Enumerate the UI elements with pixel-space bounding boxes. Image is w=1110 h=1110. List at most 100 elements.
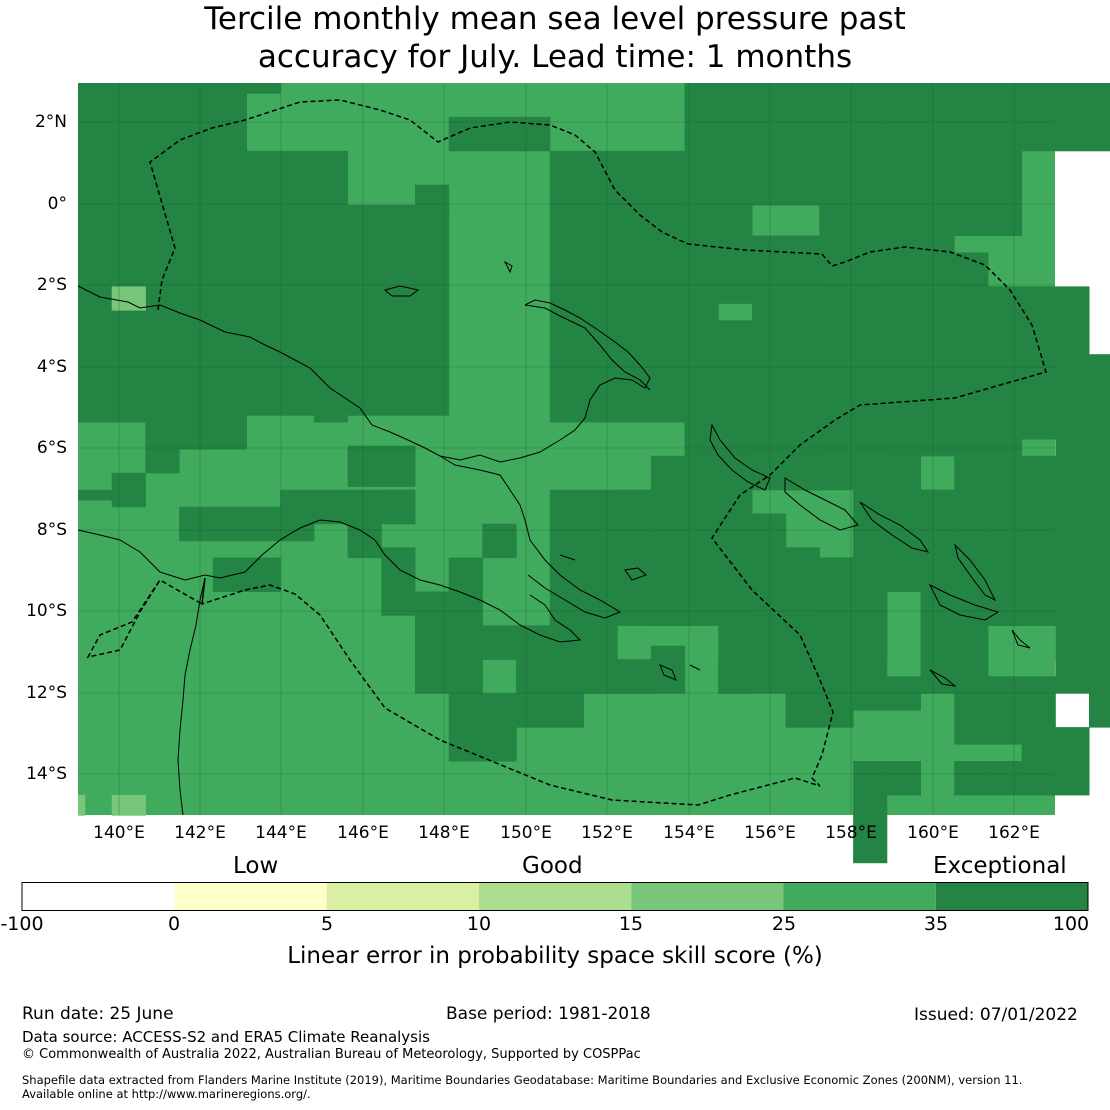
maritime-boundaries [86, 99, 1047, 806]
lon-tick-label: 150°E [500, 823, 552, 843]
colorbar [21, 882, 1089, 911]
skill-cell [684, 83, 753, 304]
lat-tick-label: 4°S [36, 357, 67, 377]
colorbar-segment [935, 882, 1088, 911]
skill-cell [954, 761, 989, 796]
skill-cell [987, 371, 1023, 406]
colorbar-segment [631, 882, 784, 911]
skill-cell [987, 761, 1023, 796]
colorbar-label: Linear error in probability space skill … [287, 943, 823, 969]
coastline-papuan-peninsula [439, 455, 622, 619]
skill-grid-cells [78, 83, 1110, 864]
colorbar-tick-label: 35 [923, 913, 949, 935]
skill-cell [381, 489, 416, 525]
skill-cell [583, 659, 652, 694]
lon-tick-label: 160°E [907, 823, 959, 843]
lon-tick-label: 144°E [255, 823, 307, 843]
skill-cell [819, 693, 854, 728]
lat-tick-label: 10°S [26, 601, 67, 621]
chart-title-line-2: accuracy for July. Lead time: 1 months [257, 39, 853, 75]
lon-tick-label: 146°E [337, 823, 389, 843]
coastline-cape-york [177, 577, 206, 816]
colorbar-segment [478, 882, 632, 911]
lat-tick-label: 6°S [36, 438, 67, 458]
skill-cell [549, 150, 686, 423]
skill-cell [752, 513, 787, 548]
skill-cell [415, 659, 483, 694]
skill-cell [954, 523, 989, 559]
skill-cell [1021, 83, 1110, 152]
colorbar-category-low: Low [233, 853, 279, 879]
lat-tick-label: 2°S [36, 275, 67, 295]
skill-cell [853, 676, 921, 711]
lat-tick-label: 0° [47, 194, 67, 214]
colorbar-tick-label: 10 [466, 913, 492, 935]
skill-cell [1021, 727, 1090, 796]
skill-cell [347, 205, 450, 416]
coastline-small-islands [383, 260, 1031, 687]
skill-cell [78, 354, 146, 423]
data-source: Data source: ACCESS-S2 and ERA5 Climate … [22, 1028, 430, 1046]
colorbar-segment [22, 882, 175, 911]
skill-cell [212, 557, 281, 592]
skill-cell [617, 540, 652, 575]
shapefile-url: Available online at http://www.marinereg… [22, 1087, 311, 1101]
lon-tick-label: 140°E [93, 823, 145, 843]
colorbar-segment [326, 882, 479, 911]
colorbar-category-exceptional: Exceptional [933, 853, 1067, 879]
map-plot-area [77, 83, 1110, 864]
colorbar-tick-label: 15 [618, 913, 644, 935]
skill-cell [1021, 405, 1090, 440]
lon-tick-label: 156°E [744, 823, 796, 843]
lat-tick-label: 14°S [26, 764, 67, 784]
skill-cell [650, 591, 686, 626]
skill-cell [650, 645, 686, 681]
colorbar-segment [174, 882, 327, 911]
skill-cell [987, 513, 1023, 548]
skill-cell [650, 388, 686, 423]
shapefile-credit: Shapefile data extracted from Flanders M… [22, 1073, 1023, 1087]
skill-cell [886, 320, 921, 355]
skill-cell [313, 388, 349, 423]
coastline-new-guinea-north [77, 285, 651, 463]
lon-tick-label: 142°E [174, 823, 226, 843]
skill-cell [752, 625, 787, 660]
skill-cell [246, 150, 349, 416]
lon-tick-label: 148°E [418, 823, 470, 843]
skill-cell [920, 235, 955, 270]
skill-cell [448, 557, 483, 626]
skill-cell [78, 794, 86, 816]
skill-cell [448, 693, 517, 762]
run-date: Run date: 25 June [22, 1004, 174, 1024]
skill-cell [448, 116, 551, 152]
skill-cell [482, 523, 517, 559]
colorbar-category-good: Good [522, 853, 583, 879]
chart-title-line-1: Tercile monthly mean sea level pressure … [204, 1, 906, 37]
issued-date: Issued: 07/01/2022 [914, 1005, 1078, 1025]
skill-cell [448, 625, 483, 660]
skill-cell [886, 479, 921, 514]
skill-cell [684, 303, 719, 372]
copyright-notice: © Commonwealth of Australia 2022, Austra… [22, 1047, 641, 1062]
lon-tick-label: 162°E [988, 823, 1040, 843]
skill-cell [920, 489, 955, 525]
skill-cell [347, 445, 416, 487]
skill-cell [752, 320, 820, 355]
skill-cell [111, 794, 146, 816]
coastline-bougainville [709, 423, 771, 491]
skill-cell [886, 761, 921, 796]
skill-cell [1089, 591, 1110, 660]
skill-cell [415, 184, 450, 220]
skill-cell [111, 472, 146, 508]
skill-cell [752, 557, 820, 592]
lon-tick-label: 154°E [663, 823, 715, 843]
eez-boundary-papua-new-guinea [86, 99, 1047, 806]
coastline-solomon-islands-north [784, 477, 859, 531]
skill-cell [246, 83, 281, 94]
lat-tick-label: 12°S [26, 683, 67, 703]
skill-cell [111, 286, 146, 311]
skill-cell [853, 591, 888, 660]
skill-cell [145, 415, 247, 450]
lat-tick-label: 8°S [36, 520, 67, 540]
skill-cell [785, 455, 820, 491]
